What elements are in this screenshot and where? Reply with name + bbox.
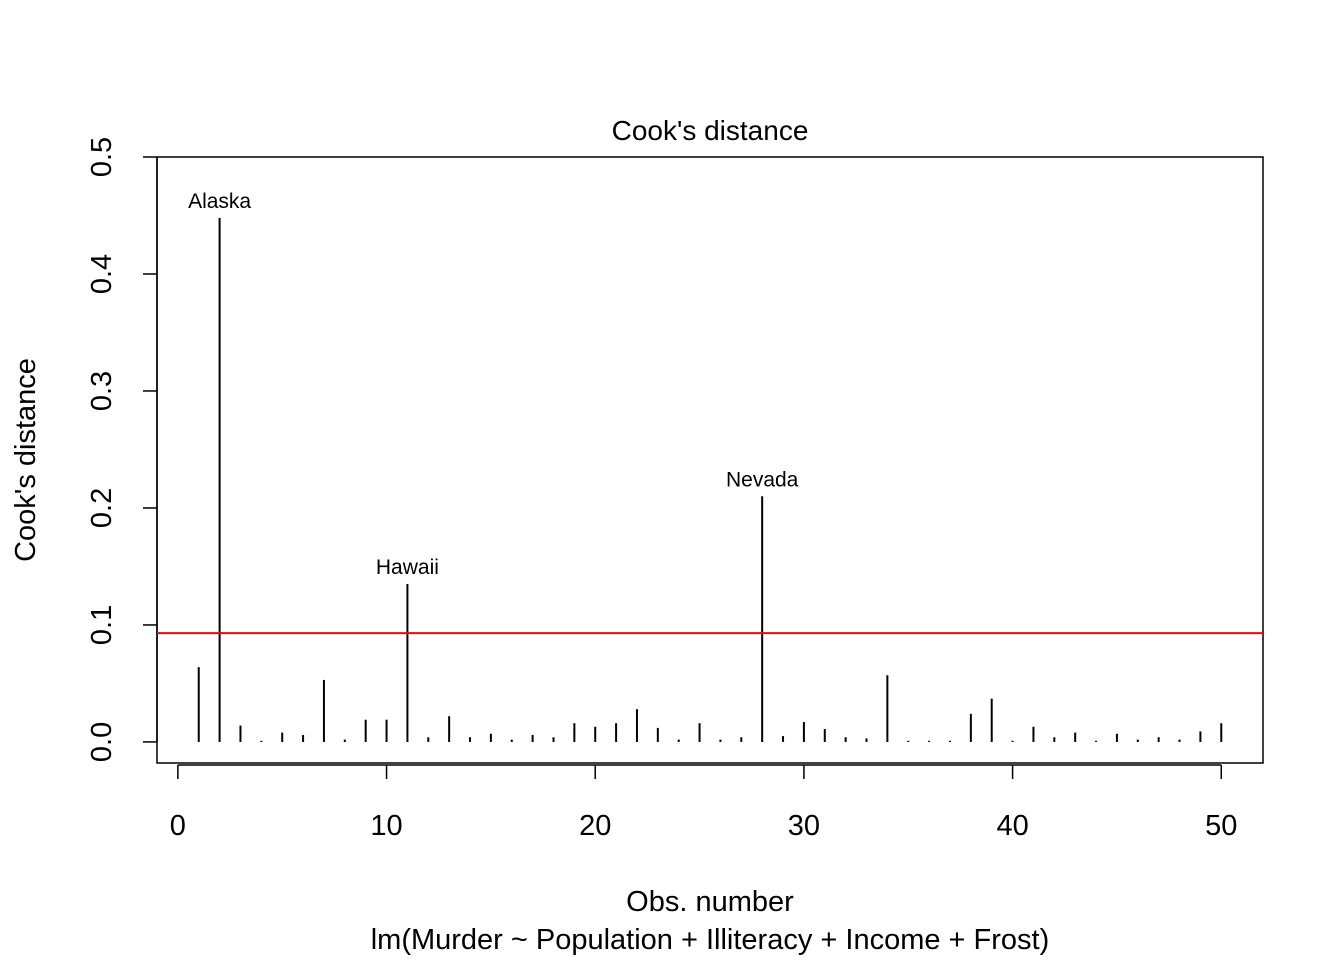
plot-frame bbox=[156, 156, 1264, 764]
point-label: Hawaii bbox=[376, 556, 439, 579]
y-tick-label: 0.1 bbox=[86, 605, 118, 645]
x-tick-label: 0 bbox=[170, 810, 186, 842]
point-label: Nevada bbox=[726, 468, 799, 491]
x-tick-label: 50 bbox=[1205, 810, 1237, 842]
bar-series bbox=[197, 217, 1223, 742]
y-tick-label: 0.3 bbox=[86, 371, 118, 411]
x-tick-label: 20 bbox=[579, 810, 611, 842]
x-axis: 0 10 20 30 40 50 bbox=[170, 764, 1237, 842]
x-tick-label: 10 bbox=[370, 810, 402, 842]
y-tick-label: 0.2 bbox=[86, 488, 118, 528]
x-tick-label: 30 bbox=[788, 810, 820, 842]
y-tick-label: 0.5 bbox=[86, 137, 118, 177]
y-axis-title: Cook's distance bbox=[10, 358, 42, 562]
point-label-group: Alaska Hawaii Nevada bbox=[188, 190, 799, 579]
chart-title: Cook's distance bbox=[612, 115, 809, 146]
y-tick-label: 0.0 bbox=[86, 722, 118, 762]
x-tick-label: 40 bbox=[996, 810, 1028, 842]
y-axis: 0.0 0.1 0.2 0.3 0.4 0.5 bbox=[86, 137, 158, 762]
point-label: Alaska bbox=[188, 190, 251, 213]
x-axis-subtitle: lm(Murder ~ Population + Illiteracy + In… bbox=[371, 924, 1050, 956]
x-axis-title: Obs. number bbox=[626, 886, 794, 918]
y-tick-label: 0.4 bbox=[86, 254, 118, 294]
